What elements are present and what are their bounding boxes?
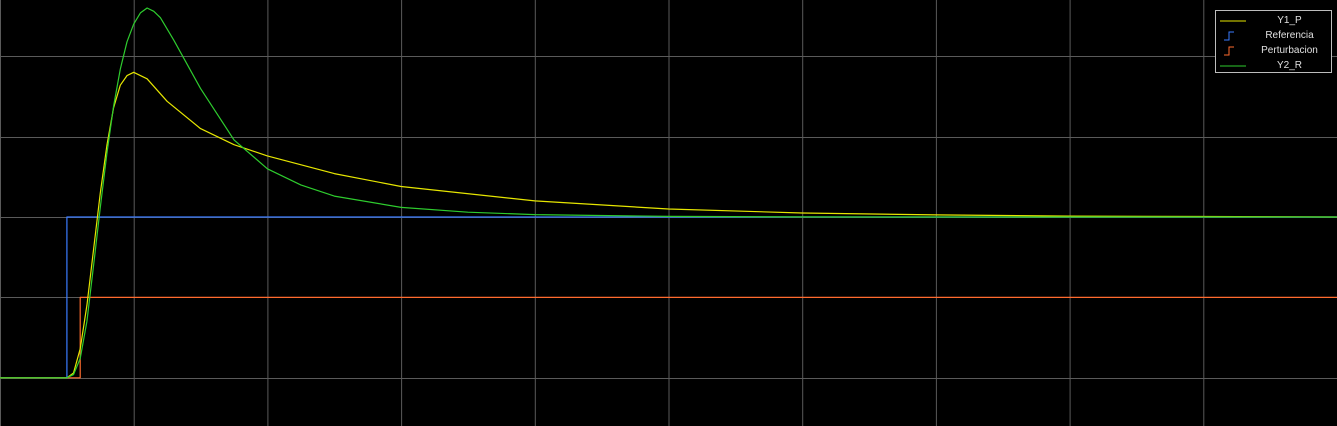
step-swatch-icon (1224, 31, 1234, 40)
legend-label-y2-r: Y2_R (1276, 60, 1302, 71)
legend-item-perturbacion: Perturbacion (1220, 43, 1327, 58)
line-swatch-icon (1220, 20, 1246, 21)
legend-label-referencia: Referencia (1265, 30, 1314, 41)
legend: Y1_P Referencia Perturbacion Y2_R (1215, 10, 1332, 73)
legend-item-y2-r: Y2_R (1220, 58, 1327, 73)
legend-swatch-perturbacion (1224, 46, 1234, 55)
legend-item-referencia: Referencia (1220, 28, 1327, 43)
legend-item-y1-p: Y1_P (1220, 13, 1327, 28)
legend-label-y1-p: Y1_P (1277, 15, 1302, 26)
series-line-y1-p (0, 71, 1337, 379)
line-swatch-icon (1220, 65, 1246, 66)
legend-swatch-referencia (1224, 31, 1234, 40)
step-swatch-icon (1224, 46, 1234, 55)
legend-label-perturbacion: Perturbacion (1261, 45, 1318, 56)
series-lines (0, 7, 1337, 379)
series-line-y2-r (0, 7, 1337, 379)
